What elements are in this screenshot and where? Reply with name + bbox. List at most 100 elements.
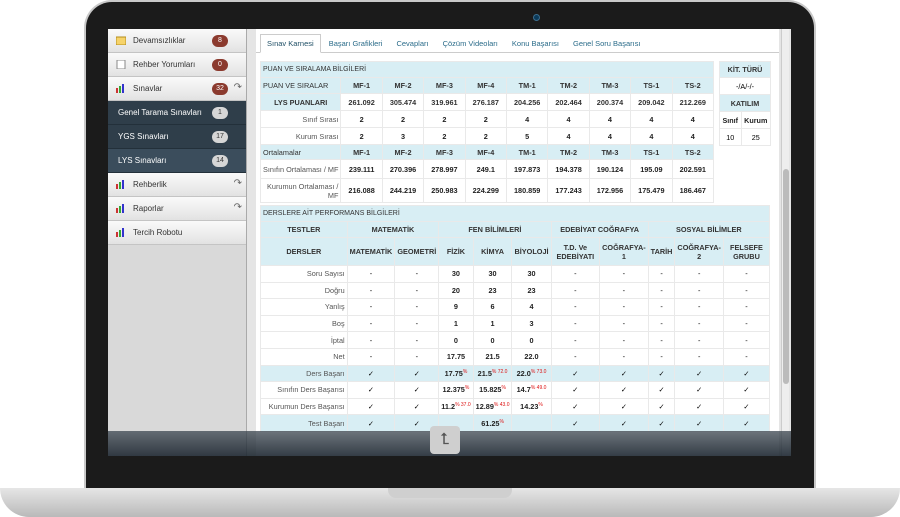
cell-value: - [745, 285, 748, 295]
table-cell: 177.243 [547, 178, 590, 203]
cell-value: - [369, 285, 373, 295]
table-cell: ✓ [599, 397, 649, 416]
table-cell: - [394, 281, 440, 300]
sidebar-item-rehber-yorumlari[interactable]: Rehber Yorumları 0 [108, 53, 246, 77]
cell-value: 20 [451, 285, 460, 295]
vertical-scrollbar[interactable] [781, 29, 789, 456]
cell-value: - [574, 269, 577, 279]
table-row: Doğru - - 20 23 23 - - - - - [260, 281, 771, 300]
count-badge: 17 [212, 131, 228, 143]
cell-value: 21.5 [485, 352, 500, 362]
katilim-kurum-value: 25 [740, 128, 772, 146]
table-cell: ✓ [550, 364, 601, 383]
table-cell: 4 [671, 127, 715, 145]
sidebar-item-devamsizlik[interactable]: Devamsızlıklar 8 [108, 29, 246, 53]
cell-value: ✓ [413, 368, 420, 378]
table-row: Boş - - 1 1 3 - - - - - [260, 314, 771, 333]
table-cell: - [722, 265, 771, 283]
sidebar-item-tercih-robotu[interactable]: Tercih Robotu [108, 221, 246, 245]
cell-value: ✓ [620, 418, 627, 428]
percent-note: % 49.0 [530, 385, 547, 392]
scroll-top-button[interactable]: ⮤ [430, 426, 460, 454]
sidebar-sub-label: LYS Sınavları [118, 156, 167, 165]
scrollbar-thumb[interactable] [783, 169, 789, 384]
sidebar-item-label: Raporlar [133, 204, 164, 213]
column-header: TS-2 [671, 144, 715, 160]
table-cell: ✓ [550, 414, 601, 432]
bar-chart-icon [116, 228, 126, 237]
table-cell: ✓ [346, 414, 396, 432]
cell-value: 22.0 [516, 368, 531, 378]
screen: Devamsızlıklar 8 Rehber Yorumları 0 Sına… [108, 29, 791, 456]
cell-value: 12.375 [442, 385, 465, 395]
table-cell: 186.467 [671, 178, 715, 203]
cell-value: ✓ [413, 385, 420, 395]
table-cell: - [346, 347, 396, 366]
column-header: MF-4 [464, 77, 507, 94]
table-cell: ✓ [722, 381, 771, 399]
table-cell: ✓ [550, 397, 601, 416]
expand-arrow-icon: ↷ [233, 178, 242, 189]
ders-table: DERSLERE AİT PERFORMANS BİLGİLERİ TESTLE… [260, 205, 771, 432]
table-cell: - [550, 281, 601, 300]
table-cell: 9 [438, 298, 474, 316]
sidebar-item-label: Rehber Yorumları [133, 60, 196, 69]
column-header: PUAN VE SIRALAR [259, 77, 342, 94]
table-cell: ✓ [346, 381, 396, 399]
sidebar-item-rehberlik[interactable]: Rehberlik ↷ [108, 173, 246, 197]
cell-value: ✓ [658, 418, 665, 428]
tab-cozum-videolari[interactable]: Çözüm Videoları [442, 39, 498, 48]
table-cell: 261.092 [340, 93, 383, 111]
row-label: LYS PUANLARI [259, 93, 342, 111]
cell-value: - [622, 269, 626, 279]
tab-sinav-karnesi[interactable]: Sınav Karnesi [260, 34, 321, 53]
table-cell: ✓ [674, 414, 724, 432]
tab-genel-soru-basarisi[interactable]: Genel Soru Başarısı [573, 39, 641, 48]
table-cell: ✓ [674, 381, 724, 399]
cell-value: 3 [529, 319, 534, 329]
sidebar-item-raporlar[interactable]: Raporlar ↷ [108, 197, 246, 221]
column-header: MF-1 [340, 144, 383, 160]
sidebar-sub-label: Genel Tarama Sınavları [118, 108, 202, 117]
table-cell: 17.75 [438, 347, 474, 366]
tab-konu-basarisi[interactable]: Konu Başarısı [511, 39, 559, 48]
table-cell: 2 [381, 110, 425, 128]
sidebar-item-sinavlar[interactable]: Sınavlar 32 ↷ [108, 77, 246, 101]
cell-value: ✓ [658, 368, 665, 378]
cell-value: 23 [488, 285, 497, 295]
table-cell: ✓ [647, 397, 676, 416]
cell-value: - [574, 335, 577, 345]
table-row: Ders Başarı ✓ ✓ 17.75% 21.5% 72.0 22.0% 73.0 ✓… [260, 364, 771, 383]
kit-title: KİT. TÜRÜ [719, 61, 771, 78]
table-cell: ✓ [394, 381, 440, 399]
main-panel: Sınav Karnesi Başarı Grafikleri Cevaplar… [256, 29, 779, 456]
cell-value: - [745, 335, 748, 345]
sidebar-sub-lys[interactable]: LYS Sınavları 14 [108, 149, 246, 173]
table-cell: 2 [340, 110, 383, 128]
table-cell: 2 [464, 110, 507, 128]
row-label: Sınıfın Ortalaması / MF [259, 159, 342, 179]
sidebar-sub-ygs[interactable]: YGS Sınavları 17 [108, 125, 246, 149]
sidebar-sub-genel-tarama[interactable]: Genel Tarama Sınavları 1 [108, 101, 246, 125]
cell-value: ✓ [743, 418, 750, 428]
table-cell: 0 [438, 331, 474, 349]
table-cell: 21.5 [472, 347, 513, 366]
percent-note: % 37.0 [455, 402, 471, 409]
table-cell: 4 [588, 110, 632, 128]
cell-value: ✓ [658, 385, 665, 395]
table-cell: 180.859 [505, 178, 549, 203]
section-title: PUAN VE SIRALAMA BİLGİLERİ [260, 61, 714, 78]
table-cell: - [346, 298, 396, 316]
sidebar-sub-label: YGS Sınavları [118, 132, 169, 141]
table-cell: 216.088 [340, 178, 383, 203]
cell-value: ✓ [743, 402, 750, 412]
cell-value: ✓ [743, 368, 750, 378]
tab-cevaplari[interactable]: Cevapları [396, 39, 429, 48]
table-cell: 1 [472, 314, 513, 333]
sidebar-item-label: Rehberlik [133, 180, 167, 189]
tab-basari-grafikleri[interactable]: Başarı Grafikleri [328, 39, 383, 48]
column-header: Ortalamalar [259, 144, 342, 160]
sidebar: Devamsızlıklar 8 Rehber Yorumları 0 Sına… [108, 29, 247, 456]
count-badge: 14 [212, 155, 228, 167]
table-cell: - [599, 331, 649, 349]
